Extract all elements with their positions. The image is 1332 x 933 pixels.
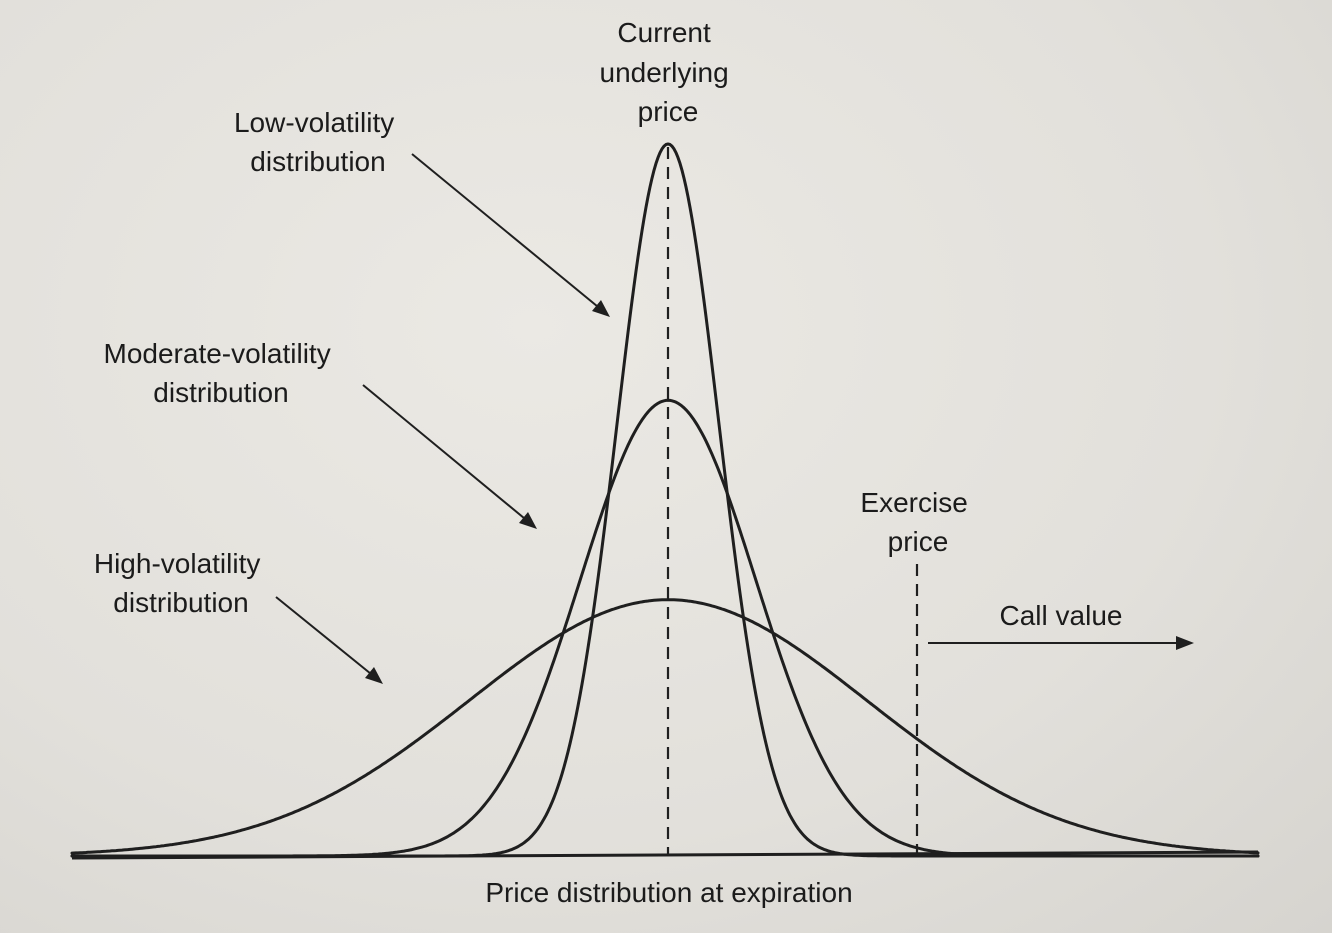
moderate-vol-pointer-arrow — [362, 384, 537, 529]
moderate-volatility-label: Moderate-volatility distribution — [104, 338, 339, 408]
high-volatility-label: High-volatility distribution — [94, 548, 268, 618]
current-price-label: Current underlying price — [600, 17, 737, 127]
low-vol-pointer-arrow — [411, 153, 610, 317]
x-axis-label: Price distribution at expiration — [485, 877, 852, 908]
high-volatility-curve — [70, 598, 1260, 855]
call-value-arrow — [928, 636, 1194, 650]
low-volatility-curve — [70, 142, 1260, 858]
high-vol-pointer-arrow — [275, 596, 383, 684]
exercise-price-label: Exercise price — [860, 487, 975, 557]
call-value-label: Call value — [1000, 600, 1123, 631]
low-volatility-label: Low-volatility distribution — [234, 107, 402, 177]
